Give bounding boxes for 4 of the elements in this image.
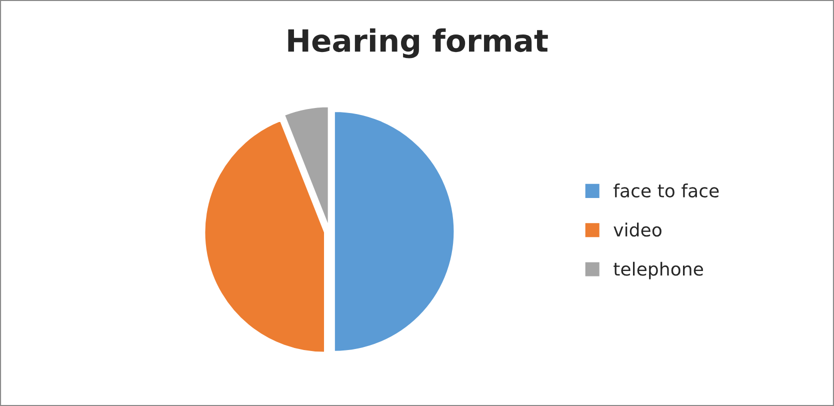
legend-label: telephone [614, 262, 703, 280]
legend-label: face to face [614, 184, 719, 198]
legend-label: video [614, 222, 662, 237]
chart-title: Hearing format [288, 28, 548, 58]
